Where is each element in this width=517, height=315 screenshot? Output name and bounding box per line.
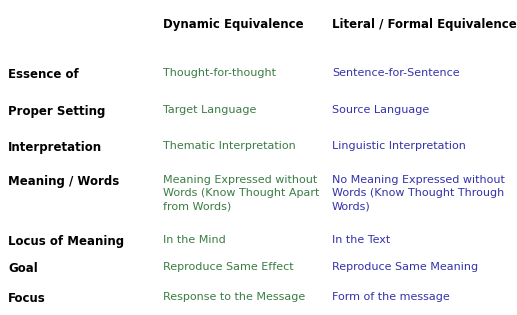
Text: Locus of Meaning: Locus of Meaning	[8, 235, 124, 248]
Text: Interpretation: Interpretation	[8, 141, 102, 154]
Text: Source Language: Source Language	[332, 105, 429, 115]
Text: Response to the Message: Response to the Message	[163, 292, 305, 302]
Text: No Meaning Expressed without
Words (Know Thought Through
Words): No Meaning Expressed without Words (Know…	[332, 175, 505, 211]
Text: Dynamic Equivalence: Dynamic Equivalence	[163, 18, 303, 31]
Text: Meaning Expressed without
Words (Know Thought Apart
from Words): Meaning Expressed without Words (Know Th…	[163, 175, 320, 211]
Text: Thematic Interpretation: Thematic Interpretation	[163, 141, 296, 151]
Text: Reproduce Same Meaning: Reproduce Same Meaning	[332, 262, 478, 272]
Text: Form of the message: Form of the message	[332, 292, 450, 302]
Text: In the Mind: In the Mind	[163, 235, 226, 245]
Text: Meaning / Words: Meaning / Words	[8, 175, 119, 188]
Text: Goal: Goal	[8, 262, 38, 275]
Text: Thought-for-thought: Thought-for-thought	[163, 68, 276, 78]
Text: Essence of: Essence of	[8, 68, 79, 81]
Text: Reproduce Same Effect: Reproduce Same Effect	[163, 262, 294, 272]
Text: Focus: Focus	[8, 292, 45, 305]
Text: Linguistic Interpretation: Linguistic Interpretation	[332, 141, 466, 151]
Text: In the Text: In the Text	[332, 235, 390, 245]
Text: Literal / Formal Equivalence: Literal / Formal Equivalence	[332, 18, 517, 31]
Text: Target Language: Target Language	[163, 105, 256, 115]
Text: Proper Setting: Proper Setting	[8, 105, 105, 118]
Text: Sentence-for-Sentence: Sentence-for-Sentence	[332, 68, 460, 78]
